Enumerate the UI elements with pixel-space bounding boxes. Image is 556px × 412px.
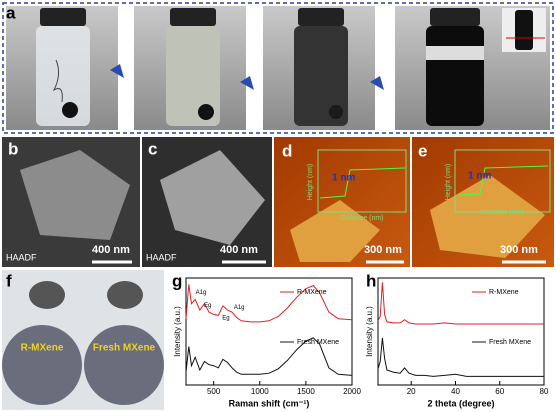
- photos: [6, 6, 550, 130]
- peak-label: Eg: [222, 316, 229, 322]
- series-line: [377, 282, 544, 325]
- x-tick-label: 1500: [297, 387, 315, 396]
- annotation: 1 nm: [332, 173, 355, 184]
- y-axis-title: Intensity (a.u.): [173, 306, 182, 357]
- series-line: [185, 284, 353, 323]
- x-tick-label: 500: [207, 387, 221, 396]
- axis-title: Height (nm): [307, 164, 314, 201]
- legend-label: R-MXene: [489, 289, 519, 296]
- scale: 300 nm: [364, 244, 402, 256]
- panel-label: g: [172, 271, 182, 290]
- tag: HAADF: [6, 252, 37, 262]
- inset: [454, 149, 551, 213]
- inset: [317, 149, 407, 213]
- film: [2, 325, 82, 405]
- y-axis-title: Intensity (a.u.): [365, 306, 374, 357]
- peak-label: Eg: [204, 303, 211, 309]
- x-tick-label: 1000: [251, 387, 269, 396]
- profile: [457, 165, 549, 196]
- film: [84, 325, 164, 405]
- flake: [290, 200, 380, 262]
- flake: [160, 150, 265, 245]
- panel-label: b: [8, 139, 18, 158]
- scale: 400 nm: [92, 244, 130, 256]
- scale: 400 nm: [220, 244, 258, 256]
- panel-label: h: [366, 271, 376, 290]
- plot-frame: [377, 277, 545, 386]
- peak-label: A1g: [196, 290, 207, 296]
- panel-label: c: [148, 139, 157, 158]
- axis-title: Height (nm): [445, 164, 452, 201]
- x-axis-title: 2 theta (degree): [427, 398, 494, 408]
- axis-title: Distance (nm): [340, 215, 384, 222]
- panel-label: e: [418, 141, 427, 160]
- x-tick-label: 20: [407, 387, 416, 396]
- annotation: 1 nm: [468, 171, 491, 182]
- panel-label: a: [6, 3, 16, 22]
- legend-label: Fresh MXene: [297, 339, 339, 346]
- tag: HAADF: [146, 252, 177, 262]
- peak-label: A1g: [234, 305, 245, 311]
- x-tick-label: 40: [451, 387, 460, 396]
- plot-frame: [185, 277, 353, 386]
- series-line: [185, 337, 353, 376]
- legend-label: R-MXene: [297, 289, 327, 296]
- series-line: [377, 337, 544, 377]
- legend-label: Fresh MXene: [489, 339, 531, 346]
- x-tick-label: 2000: [343, 387, 361, 396]
- film-label: Fresh MXene: [93, 343, 156, 354]
- axis-title: Distance (nm): [480, 209, 524, 216]
- panel-label: d: [282, 141, 292, 160]
- film-label: R-MXene: [21, 343, 64, 354]
- profile: [319, 167, 406, 199]
- x-tick-label: 80: [540, 387, 549, 396]
- x-tick-label: 60: [495, 387, 504, 396]
- panel-label: f: [6, 271, 12, 290]
- scale: 300 nm: [500, 244, 538, 256]
- flake: [20, 150, 130, 240]
- flake: [430, 175, 545, 258]
- x-axis-title: Raman shift (cm⁻¹): [229, 398, 310, 408]
